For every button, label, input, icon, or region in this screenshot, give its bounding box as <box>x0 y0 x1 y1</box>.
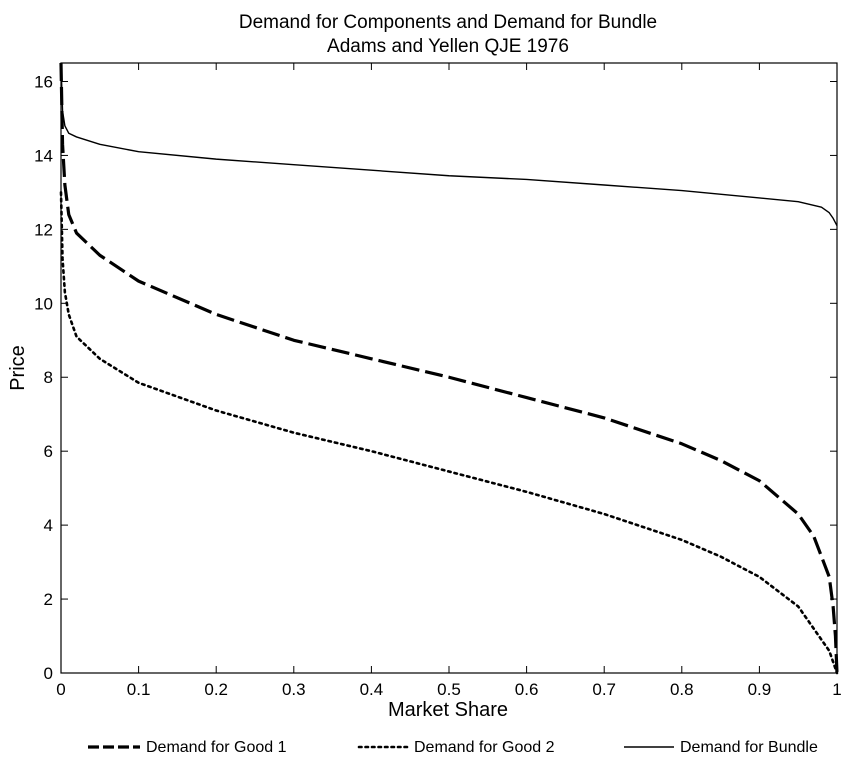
y-tick-label: 0 <box>44 664 53 683</box>
legend-label-2: Demand for Good 2 <box>414 739 555 756</box>
legend-label-3: Demand for Bundle <box>680 739 818 756</box>
chart-title: Demand for Components and Demand for Bun… <box>239 12 657 33</box>
x-tick-label: 0.9 <box>748 680 772 699</box>
plot-area: 0 0.1 0.2 0.3 0.4 0.5 0.6 0.7 0.8 0.9 1 0 2 4 6 8 10 12 1… <box>34 62 842 699</box>
x-tick-label: 0.4 <box>360 680 384 699</box>
x-tick-label: 1 <box>832 680 841 699</box>
x-tick-label: 0.6 <box>515 680 539 699</box>
plot-frame <box>60 62 838 674</box>
legend-label-1: Demand for Good 1 <box>146 739 287 756</box>
y-tick-label: 6 <box>44 442 53 461</box>
y-tick-label: 2 <box>44 590 53 609</box>
series-layer <box>59 62 839 675</box>
series-line-3 <box>60 62 838 226</box>
series-line-1 <box>59 62 839 674</box>
x-axis: 0 0.1 0.2 0.3 0.4 0.5 0.6 0.7 0.8 0.9 1 <box>56 63 842 699</box>
series-line-2 <box>59 191 839 675</box>
chart-subtitle: Adams and Yellen QJE 1976 <box>327 36 569 57</box>
x-tick-label: 0 <box>56 680 65 699</box>
y-tick-label: 12 <box>34 220 53 239</box>
x-tick-label: 0.1 <box>127 680 151 699</box>
y-tick-label: 16 <box>34 72 53 91</box>
x-tick-label: 0.3 <box>282 680 306 699</box>
x-axis-label: Market Share <box>388 699 508 721</box>
y-axis-label: Price <box>7 345 29 391</box>
y-tick-label: 14 <box>34 146 53 165</box>
y-tick-label: 8 <box>44 368 53 387</box>
y-tick-label: 4 <box>44 516 53 535</box>
y-tick-label: 10 <box>34 294 53 313</box>
x-tick-label: 0.7 <box>592 680 616 699</box>
x-tick-label: 0.5 <box>437 680 461 699</box>
x-tick-label: 0.2 <box>204 680 228 699</box>
y-axis: 0 2 4 6 8 10 12 14 16 <box>34 72 837 683</box>
legend: Demand for Good 1 Demand for Good 2 Demand… <box>88 739 818 756</box>
x-tick-label: 0.8 <box>670 680 694 699</box>
